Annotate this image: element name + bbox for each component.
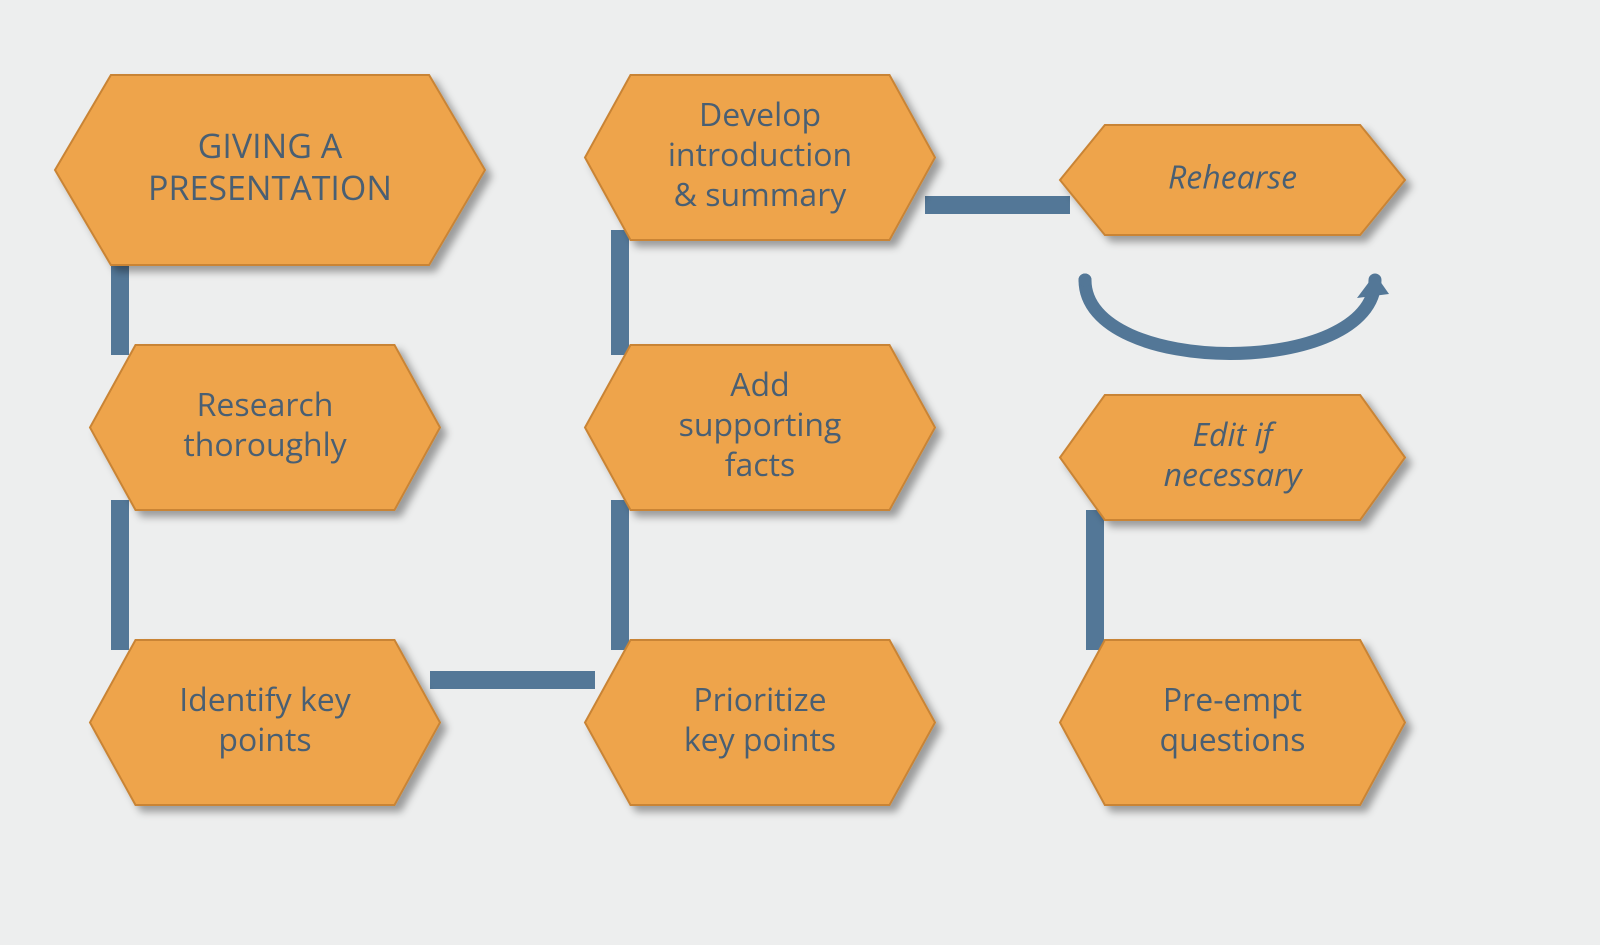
node-identify-key-points-label-line-0: Identify key xyxy=(179,678,351,721)
node-edit-if-necessary: Edit ifnecessary xyxy=(1060,395,1405,520)
node-edit-if-necessary-label-line-0: Edit if xyxy=(1192,413,1277,456)
node-research-thoroughly-label-line-0: Research xyxy=(197,383,334,426)
node-add-supporting-facts-label-line-2: facts xyxy=(725,443,796,486)
node-edit-if-necessary-label-line-1: necessary xyxy=(1164,453,1304,496)
node-develop-introduction-summary: Developintroduction& summary xyxy=(585,75,935,240)
node-develop-introduction-summary-label-line-2: & summary xyxy=(674,173,848,216)
node-giving-a-presentation-label-line-1: PRESENTATION xyxy=(148,164,392,210)
flowchart-svg: GIVING APRESENTATION Researchthoroughly Id… xyxy=(0,0,1600,945)
node-develop-introduction-summary-label-line-0: Develop xyxy=(699,93,821,136)
node-add-supporting-facts: Addsupportingfacts xyxy=(585,345,935,510)
node-prioritize-key-points-label-line-1: key points xyxy=(684,718,836,761)
node-rehearse: Rehearse xyxy=(1060,125,1405,235)
node-pre-empt-questions-label-line-0: Pre-empt xyxy=(1163,678,1302,721)
nodes-layer: GIVING APRESENTATION Researchthoroughly Id… xyxy=(55,75,1405,805)
node-prioritize-key-points-label-line-0: Prioritize xyxy=(693,678,826,721)
node-rehearse-label-line-0: Rehearse xyxy=(1168,156,1297,199)
node-pre-empt-questions-label-line-1: questions xyxy=(1159,718,1305,761)
node-identify-key-points-label-line-1: points xyxy=(218,718,311,761)
node-prioritize-key-points: Prioritizekey points xyxy=(585,640,935,805)
node-research-thoroughly-label-line-1: thoroughly xyxy=(183,423,347,466)
node-identify-key-points: Identify keypoints xyxy=(90,640,440,805)
diagram-canvas: GIVING APRESENTATION Researchthoroughly Id… xyxy=(0,0,1600,945)
node-add-supporting-facts-label-line-1: supporting xyxy=(679,403,842,446)
node-giving-a-presentation: GIVING APRESENTATION xyxy=(55,75,485,265)
node-giving-a-presentation-label-line-0: GIVING A xyxy=(198,122,343,168)
node-add-supporting-facts-label-line-0: Add xyxy=(730,363,789,406)
node-pre-empt-questions: Pre-emptquestions xyxy=(1060,640,1405,805)
node-research-thoroughly: Researchthoroughly xyxy=(90,345,440,510)
node-develop-introduction-summary-label-line-1: introduction xyxy=(668,133,852,176)
